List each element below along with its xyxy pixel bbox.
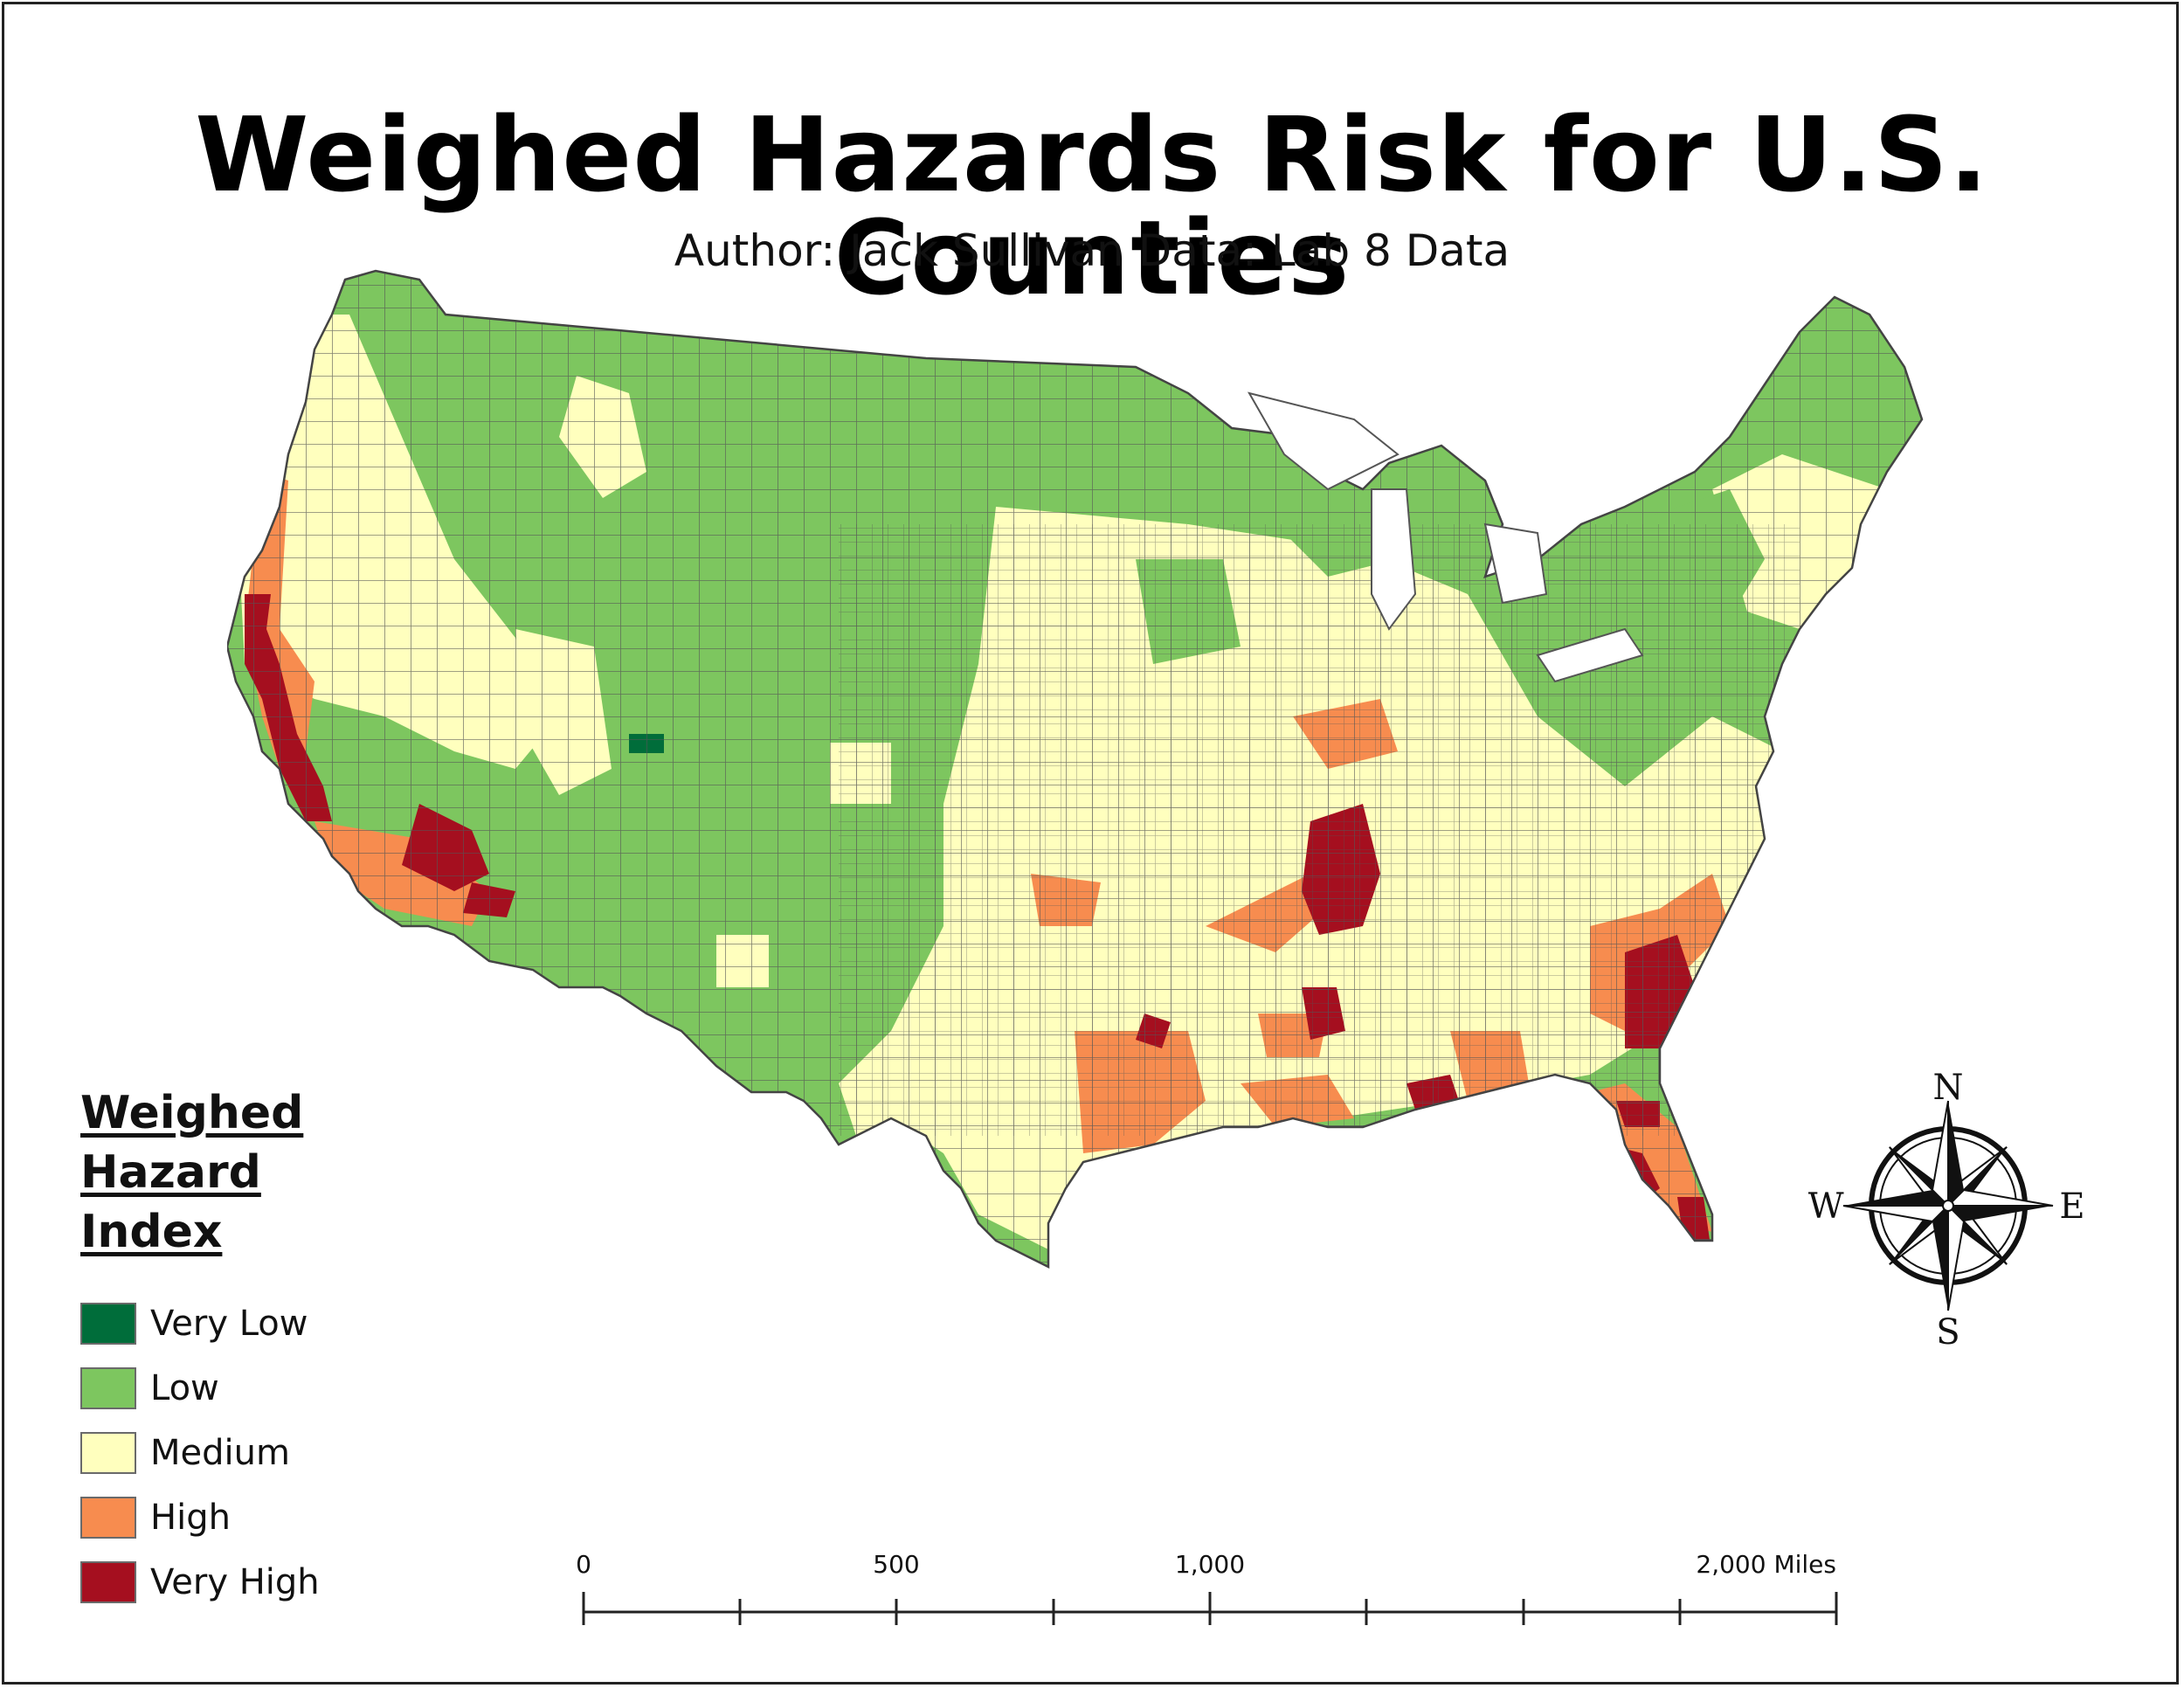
scale-label-0: 0: [576, 1550, 591, 1579]
legend-swatch: [80, 1303, 136, 1345]
scale-label-500: 500: [873, 1550, 919, 1579]
legend-item-medium: Medium: [80, 1421, 395, 1485]
compass-west-label: W: [1808, 1186, 1844, 1227]
legend-swatch: [80, 1432, 136, 1474]
compass-east-label: E: [2059, 1186, 2084, 1227]
legend-label: Very High: [150, 1562, 320, 1602]
compass-south-label: S: [1936, 1312, 1959, 1346]
map-subtitle: Author: Jack Sullivan Data: Lab 8 Data: [674, 225, 1510, 276]
legend-swatch: [80, 1367, 136, 1409]
legend-item-high: High: [80, 1485, 395, 1550]
scale-label-2000: 2,000 Miles: [1696, 1550, 1836, 1579]
scale-bar: 0 500 1,000 2,000 Miles: [576, 1550, 1838, 1625]
map-title: Weighed Hazards Risk for U.S. Counties: [195, 94, 1989, 318]
legend-title-line: Weighed: [80, 1087, 304, 1139]
legend-item-very-low: Very Low: [80, 1291, 395, 1356]
legend-item-low: Low: [80, 1356, 395, 1421]
legend-swatch: [80, 1497, 136, 1539]
scale-bar-line: [582, 1592, 1838, 1625]
legend-label: High: [150, 1498, 231, 1538]
legend-title-line: Index: [80, 1206, 223, 1258]
compass-star-icon: [1842, 1100, 2054, 1311]
legend-title: Weighed Hazard Index: [80, 1083, 342, 1262]
legend-label: Very Low: [150, 1304, 308, 1344]
scale-label-1000: 1,000: [1175, 1550, 1245, 1579]
legend: Weighed Hazard Index Very Low Low Medium…: [80, 1083, 395, 1615]
legend-items: Very Low Low Medium High Very High: [80, 1291, 395, 1615]
compass-rose: N S E W: [1808, 1068, 2085, 1346]
legend-title-line: Hazard: [80, 1146, 261, 1199]
us-county-map: [227, 269, 1924, 1269]
legend-item-very-high: Very High: [80, 1550, 395, 1615]
legend-label: Medium: [150, 1433, 290, 1473]
legend-swatch: [80, 1561, 136, 1603]
legend-label: Low: [150, 1368, 219, 1408]
